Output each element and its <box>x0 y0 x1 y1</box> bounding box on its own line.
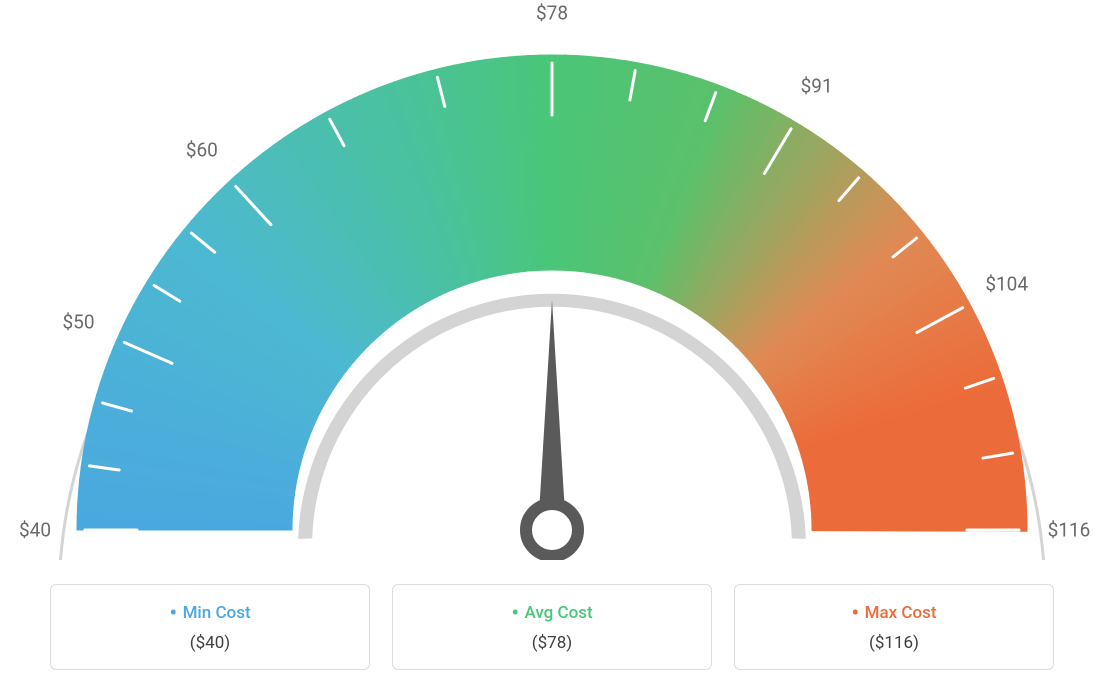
gauge-tick-label: $91 <box>801 74 833 97</box>
legend-card-min: Min Cost ($40) <box>50 584 370 670</box>
legend-card-avg: Avg Cost ($78) <box>392 584 712 670</box>
legend-label-avg: Avg Cost <box>403 603 701 623</box>
legend-value-avg: ($78) <box>403 633 701 653</box>
legend-row: Min Cost ($40) Avg Cost ($78) Max Cost (… <box>0 584 1104 670</box>
gauge-tick-label: $40 <box>19 519 51 542</box>
gauge-tick-label: $78 <box>536 2 568 25</box>
gauge-tick-label: $104 <box>985 272 1028 295</box>
gauge-tick-label: $50 <box>63 311 95 334</box>
legend-card-max: Max Cost ($116) <box>734 584 1054 670</box>
gauge-tick-label: $116 <box>1048 519 1091 542</box>
legend-label-min: Min Cost <box>61 603 359 623</box>
legend-label-max: Max Cost <box>745 603 1043 623</box>
gauge-svg <box>0 0 1104 560</box>
legend-value-min: ($40) <box>61 633 359 653</box>
gauge-tick-label: $60 <box>186 138 218 161</box>
gauge-chart: $40 $50 $60 $78 $91 $104 $116 <box>0 0 1104 560</box>
legend-value-max: ($116) <box>745 633 1043 653</box>
